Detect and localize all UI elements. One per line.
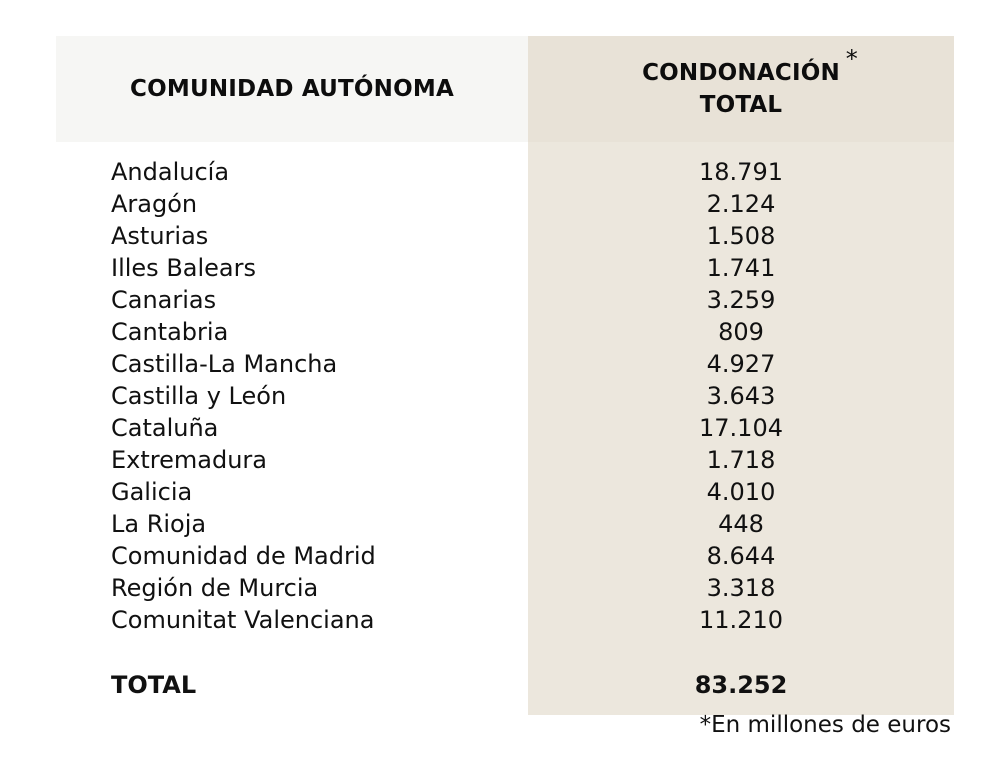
table-row: Galicia 4.010: [56, 476, 954, 508]
condonation-value: 8.644: [706, 542, 776, 570]
condonation-value: 4.927: [706, 350, 776, 378]
condonation-value: 809: [718, 318, 764, 346]
table-row: Extremadura 1.718: [56, 444, 954, 476]
region-name: Andalucía: [111, 158, 230, 186]
region-name: Galicia: [111, 478, 193, 506]
total-value: 83.252: [694, 671, 788, 699]
region-name: Extremadura: [111, 446, 267, 474]
table-row: Asturias 1.508: [56, 220, 954, 252]
condonation-value: 3.318: [706, 574, 776, 602]
region-name: Castilla y León: [111, 382, 287, 410]
header-region-cell: COMUNIDAD AUTÓNOMA: [56, 36, 528, 142]
table-row: Andalucía 18.791: [56, 156, 954, 188]
table-row: Canarias 3.259: [56, 284, 954, 316]
condonation-value: 18.791: [699, 158, 783, 186]
condonation-value: 3.643: [706, 382, 776, 410]
header-value-cell: CONDONACIÓN * TOTAL: [528, 36, 954, 142]
table-row: Castilla-La Mancha 4.927: [56, 348, 954, 380]
condonation-value: 17.104: [699, 414, 783, 442]
total-label: TOTAL: [111, 671, 197, 699]
footnote: *En millones de euros: [699, 712, 951, 738]
region-name: Comunitat Valenciana: [111, 606, 375, 634]
region-name: La Rioja: [111, 510, 207, 538]
table-row: Cantabria 809: [56, 316, 954, 348]
region-name: Comunidad de Madrid: [111, 542, 376, 570]
region-name: Asturias: [111, 222, 209, 250]
condonation-value: 2.124: [706, 190, 776, 218]
table-row: Comunitat Valenciana 11.210: [56, 604, 954, 636]
condonation-value: 1.741: [706, 254, 776, 282]
condonation-value: 1.508: [706, 222, 776, 250]
header-asterisk: *: [845, 45, 858, 73]
condonation-value: 1.718: [706, 446, 776, 474]
header-region-label: COMUNIDAD AUTÓNOMA: [130, 76, 454, 102]
header-value-label-line1: CONDONACIÓN *: [642, 45, 858, 89]
value-column-background: [528, 36, 954, 715]
table-row: Cataluña 17.104: [56, 412, 954, 444]
region-name: Cataluña: [111, 414, 219, 442]
total-row: TOTAL 83.252: [56, 669, 954, 701]
table-row: Región de Murcia 3.318: [56, 572, 954, 604]
table-row: Comunidad de Madrid 8.644: [56, 540, 954, 572]
table-row: Illes Balears 1.741: [56, 252, 954, 284]
table-body: Andalucía 18.791 Aragón 2.124 Asturias 1.508 I…: [56, 156, 954, 636]
condonation-value: 448: [718, 510, 764, 538]
table-row: Aragón 2.124: [56, 188, 954, 220]
header-value-title: CONDONACIÓN: [642, 60, 840, 86]
table-row: La Rioja 448: [56, 508, 954, 540]
condonation-value: 4.010: [706, 478, 776, 506]
region-name: Región de Murcia: [111, 574, 319, 602]
region-name: Illes Balears: [111, 254, 256, 282]
region-name: Canarias: [111, 286, 217, 314]
condonation-value: 11.210: [699, 606, 783, 634]
region-name: Castilla-La Mancha: [111, 350, 338, 378]
header-value-label-line2: TOTAL: [699, 92, 783, 118]
condonation-table: COMUNIDAD AUTÓNOMA CONDONACIÓN * TOTAL A…: [56, 36, 954, 715]
condonation-value: 3.259: [706, 286, 776, 314]
region-name: Cantabria: [111, 318, 229, 346]
region-name: Aragón: [111, 190, 198, 218]
table-row: Castilla y León 3.643: [56, 380, 954, 412]
